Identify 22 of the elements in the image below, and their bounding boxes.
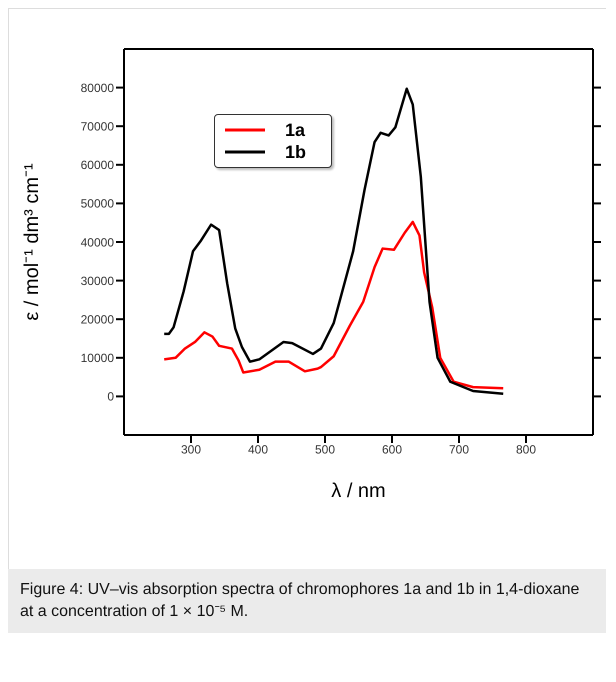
x-tick-label: 800 <box>516 442 536 457</box>
y-tick-label: 10000 <box>80 351 114 366</box>
x-tick-label: 700 <box>448 442 470 457</box>
y-tick-label: 70000 <box>80 119 114 134</box>
y-tick-label: 40000 <box>80 235 114 250</box>
x-tick-label: 300 <box>180 442 202 457</box>
legend-label: 1a <box>285 120 306 140</box>
y-tick-label: 30000 <box>80 274 114 288</box>
caption: Figure 4: UV–vis absorption spectra of chromophores 1a and 1b in 1,4-dioxane at a concentration of 1 × 10⁻⁵ M. <box>8 569 606 633</box>
y-tick-label: 60000 <box>80 158 114 172</box>
y-axis-title: ε / mol⁻¹ dm³ cm⁻¹ <box>21 162 44 321</box>
x-axis-title: λ / nm <box>331 480 386 502</box>
y-tick-label: 50000 <box>80 196 114 211</box>
line-series <box>162 220 504 390</box>
x-tick-label: 600 <box>382 442 402 457</box>
legend-label: 1b <box>285 142 306 162</box>
x-tick-label: 500 <box>314 442 336 457</box>
y-tick-label: 0 <box>107 390 114 404</box>
y-tick-label: 20000 <box>80 312 114 326</box>
line-series <box>162 88 504 395</box>
y-tick-label: 80000 <box>80 80 114 95</box>
x-tick-label: 400 <box>248 442 268 457</box>
